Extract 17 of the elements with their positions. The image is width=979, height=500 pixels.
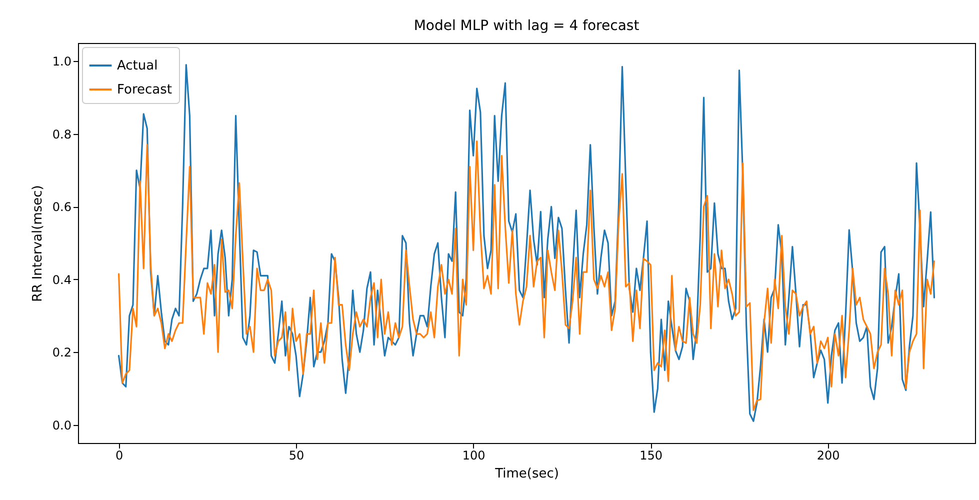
x-tick-label: 0 [115,448,124,462]
y-tick-label: 0.0 [52,418,72,432]
y-tick-label: 0.4 [52,272,72,287]
x-tick-label: 150 [640,448,663,462]
y-tick-label: 0.8 [52,127,72,142]
line-series [118,140,936,412]
y-tick-label: 1.0 [52,54,72,69]
y-tick-label: 0.2 [52,346,72,360]
x-tick-label: 100 [462,448,486,462]
legend-label: Forecast [117,82,172,98]
y-axis-title: RR Interval(msec) [30,185,46,302]
x-tick-label: 200 [816,448,840,462]
y-tick-label: 0.6 [52,200,72,214]
x-tick-label: 50 [288,448,304,462]
x-axis-title: Time(sec) [494,466,559,482]
chart-title: Model MLP with lag = 4 forecast [414,18,640,34]
legend-label: Actual [117,58,158,74]
